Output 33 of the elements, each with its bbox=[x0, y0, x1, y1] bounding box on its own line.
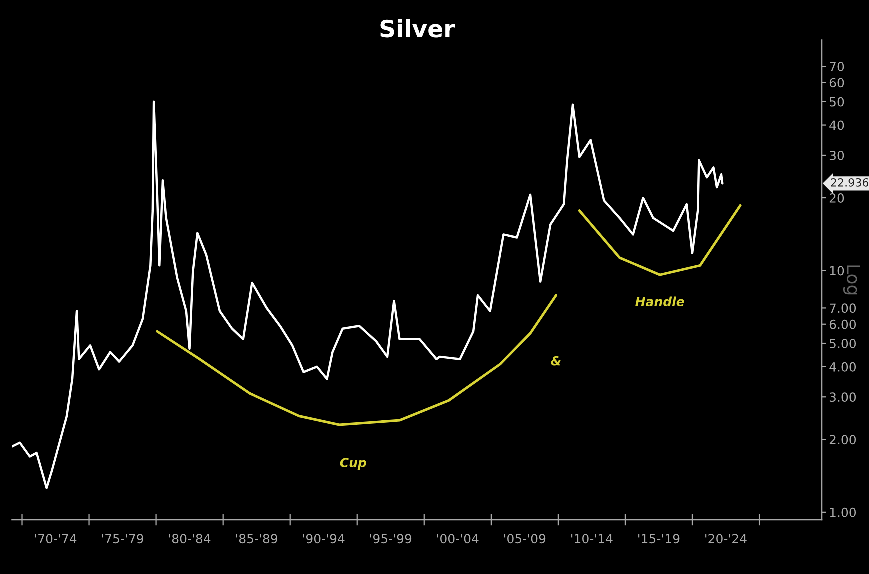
x-tick-label: '75-'79 bbox=[102, 534, 144, 544]
x-tick-label: '95-'99 bbox=[370, 534, 412, 544]
x-tick-label: '20-'24 bbox=[706, 534, 747, 544]
x-tick-label: '90-'94 bbox=[303, 534, 345, 544]
line-series bbox=[12, 100, 724, 490]
y-tick-label: 2.00 bbox=[830, 435, 856, 445]
x-tick-label: '85-'89 bbox=[236, 534, 278, 544]
y-tick-label: 4.00 bbox=[830, 362, 856, 372]
y-tick-label: 70 bbox=[830, 62, 844, 72]
annotation: & bbox=[551, 356, 561, 366]
y-tick-label: 3.00 bbox=[830, 392, 856, 402]
annotation: Cup bbox=[340, 458, 366, 470]
y-tick-label: 1.00 bbox=[830, 508, 856, 518]
y-tick-label: 6.00 bbox=[830, 320, 856, 330]
x-tick-label: '80-'84 bbox=[169, 534, 211, 544]
y-tick-label: 5.00 bbox=[830, 338, 856, 348]
y-tick-label: 40 bbox=[830, 120, 844, 130]
y-axis-title: Log bbox=[843, 266, 860, 295]
x-tick-label: '00-'04 bbox=[437, 534, 479, 544]
x-tick-label: '70-'74 bbox=[35, 534, 77, 544]
y-tick-label: 30 bbox=[830, 150, 844, 160]
line-series bbox=[578, 204, 742, 276]
y-tick-label: 20 bbox=[830, 194, 844, 203]
chart-title: Silver bbox=[380, 19, 456, 38]
x-tick-label: '10-'14 bbox=[572, 534, 613, 544]
annotation: Handle bbox=[636, 296, 684, 306]
y-tick-label: 7.00 bbox=[830, 304, 856, 314]
y-tick-label: 60 bbox=[830, 78, 844, 88]
y-tick-label: 10 bbox=[830, 266, 844, 276]
y-tick-label: 50 bbox=[830, 97, 844, 107]
x-tick-label: '15-'19 bbox=[638, 534, 680, 544]
x-tick-label: '05-'09 bbox=[504, 534, 546, 544]
text: 22.936 bbox=[831, 178, 869, 187]
